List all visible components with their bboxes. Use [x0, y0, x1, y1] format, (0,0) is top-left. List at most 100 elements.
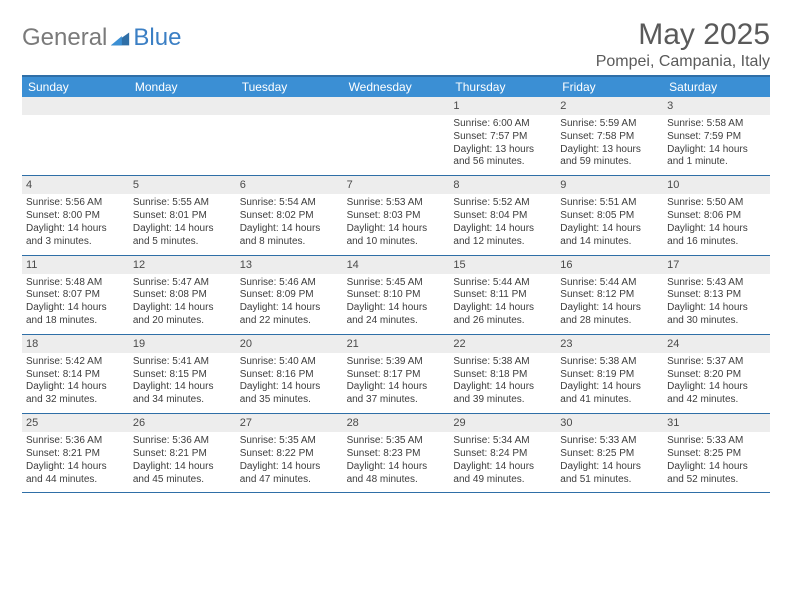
sunrise-line: Sunrise: 5:33 AM: [667, 435, 766, 448]
day-number: 13: [236, 256, 343, 274]
day-number: 22: [449, 335, 556, 353]
day-number: 15: [449, 256, 556, 274]
daylight-line: Daylight: 14 hours and 14 minutes.: [560, 223, 659, 249]
day-cell: 13Sunrise: 5:46 AMSunset: 8:09 PMDayligh…: [236, 256, 343, 334]
header: General Blue May 2025 Pompei, Campania, …: [22, 18, 770, 71]
day-cell: 1Sunrise: 6:00 AMSunset: 7:57 PMDaylight…: [449, 97, 556, 175]
day-number: 21: [343, 335, 450, 353]
sunrise-line: Sunrise: 5:48 AM: [26, 277, 125, 290]
weekday-header: SundayMondayTuesdayWednesdayThursdayFrid…: [22, 77, 770, 97]
day-cell: 26Sunrise: 5:36 AMSunset: 8:21 PMDayligh…: [129, 414, 236, 492]
day-number: 6: [236, 176, 343, 194]
sunrise-line: Sunrise: 5:46 AM: [240, 277, 339, 290]
weekday-saturday: Saturday: [663, 77, 770, 97]
sunset-line: Sunset: 8:15 PM: [133, 369, 232, 382]
weekday-wednesday: Wednesday: [343, 77, 450, 97]
sunset-line: Sunset: 8:21 PM: [133, 448, 232, 461]
sunset-line: Sunset: 7:57 PM: [453, 131, 552, 144]
sunrise-line: Sunrise: 5:41 AM: [133, 356, 232, 369]
sunrise-line: Sunrise: 5:42 AM: [26, 356, 125, 369]
sunrise-line: Sunrise: 5:51 AM: [560, 197, 659, 210]
day-number: 7: [343, 176, 450, 194]
title-block: May 2025 Pompei, Campania, Italy: [596, 18, 770, 71]
daylight-line: Daylight: 14 hours and 24 minutes.: [347, 302, 446, 328]
daylight-line: Daylight: 14 hours and 44 minutes.: [26, 461, 125, 487]
weekday-tuesday: Tuesday: [236, 77, 343, 97]
daylight-line: Daylight: 14 hours and 5 minutes.: [133, 223, 232, 249]
sunrise-line: Sunrise: 5:36 AM: [26, 435, 125, 448]
sunset-line: Sunset: 8:05 PM: [560, 210, 659, 223]
day-cell: 24Sunrise: 5:37 AMSunset: 8:20 PMDayligh…: [663, 335, 770, 413]
week-row: 18 Sunrise: 5:42 AMSunset: 8:14 PM Dayligh…: [22, 335, 770, 414]
day-cell: 3Sunrise: 5:58 AMSunset: 7:59 PMDaylight…: [663, 97, 770, 175]
daylight-line: Daylight: 14 hours and 37 minutes.: [347, 381, 446, 407]
sunrise-line: Sunrise: 5:35 AM: [240, 435, 339, 448]
day-number: 5: [129, 176, 236, 194]
sunrise-line: Sunrise: 5:59 AM: [560, 118, 659, 131]
day-cell: 22Sunrise: 5:38 AMSunset: 8:18 PMDayligh…: [449, 335, 556, 413]
sunset-line: Sunset: 8:09 PM: [240, 289, 339, 302]
day-cell: 8Sunrise: 5:52 AMSunset: 8:04 PMDaylight…: [449, 176, 556, 254]
sunset-line: Sunset: 8:03 PM: [347, 210, 446, 223]
week-row: 11Sunrise: 5:48 AMSunset: 8:07 PMDayligh…: [22, 256, 770, 335]
sunset-line: Sunset: 8:08 PM: [133, 289, 232, 302]
sunrise-line: Sunrise: 5:33 AM: [560, 435, 659, 448]
daylight-line: Daylight: 13 hours and 59 minutes.: [560, 144, 659, 170]
day-num-bar-empty: [129, 97, 236, 115]
week-row: 1Sunrise: 6:00 AMSunset: 7:57 PMDaylight…: [22, 97, 770, 176]
daylight-line: Daylight: 14 hours and 39 minutes.: [453, 381, 552, 407]
daylight-line: Daylight: 14 hours and 49 minutes.: [453, 461, 552, 487]
sunset-line: Sunset: 8:23 PM: [347, 448, 446, 461]
sunrise-line: Sunrise: 5:39 AM: [347, 356, 446, 369]
sunset-line: Sunset: 8:19 PM: [560, 369, 659, 382]
day-cell: 14Sunrise: 5:45 AMSunset: 8:10 PMDayligh…: [343, 256, 450, 334]
day-number: 31: [663, 414, 770, 432]
day-cell: 10Sunrise: 5:50 AMSunset: 8:06 PMDayligh…: [663, 176, 770, 254]
day-number: 14: [343, 256, 450, 274]
day-cell: 28Sunrise: 5:35 AMSunset: 8:23 PMDayligh…: [343, 414, 450, 492]
sunrise-line: Sunrise: 5:44 AM: [560, 277, 659, 290]
sunrise-line: Sunrise: 5:44 AM: [453, 277, 552, 290]
sunrise-line: Sunrise: 5:47 AM: [133, 277, 232, 290]
logo-text-2: Blue: [133, 24, 181, 52]
day-empty: [129, 97, 236, 175]
sunset-line: Sunset: 8:25 PM: [560, 448, 659, 461]
sunrise-line: Sunrise: 5:40 AM: [240, 356, 339, 369]
day-number: 4: [22, 176, 129, 194]
day-number: 11: [22, 256, 129, 274]
sunset-line: Sunset: 8:24 PM: [453, 448, 552, 461]
daylight-line: Daylight: 14 hours and 12 minutes.: [453, 223, 552, 249]
daylight-line: Daylight: 14 hours and 20 minutes.: [133, 302, 232, 328]
day-empty: [343, 97, 450, 175]
sunset-line: Sunset: 8:11 PM: [453, 289, 552, 302]
sunrise-line: Sunrise: 5:50 AM: [667, 197, 766, 210]
logo-text-1: General: [22, 24, 107, 52]
day-cell: 20Sunrise: 5:40 AMSunset: 8:16 PMDayligh…: [236, 335, 343, 413]
daylight-line: Daylight: 14 hours and 48 minutes.: [347, 461, 446, 487]
day-cell: 25Sunrise: 5:36 AMSunset: 8:21 PMDayligh…: [22, 414, 129, 492]
day-cell: 12Sunrise: 5:47 AMSunset: 8:08 PMDayligh…: [129, 256, 236, 334]
sunrise-line: Sunrise: 5:45 AM: [347, 277, 446, 290]
day-cell: 5 Sunrise: 5:55 AMSunset: 8:01 PMDaylight…: [129, 176, 236, 254]
sunrise-line: Sunrise: 5:55 AM: [133, 197, 232, 210]
day-number: 9: [556, 176, 663, 194]
daylight-line: Daylight: 14 hours and 30 minutes.: [667, 302, 766, 328]
day-cell: 4Sunrise: 5:56 AMSunset: 8:00 PMDaylight…: [22, 176, 129, 254]
day-cell: 19Sunrise: 5:41 AMSunset: 8:15 PMDayligh…: [129, 335, 236, 413]
daylight-line: Daylight: 14 hours and 34 minutes.: [133, 381, 232, 407]
day-cell: 29Sunrise: 5:34 AMSunset: 8:24 PMDayligh…: [449, 414, 556, 492]
day-number: 20: [236, 335, 343, 353]
sunrise-line: Sunrise: 5:53 AM: [347, 197, 446, 210]
daylight-line: Daylight: 14 hours and 35 minutes.: [240, 381, 339, 407]
day-number: 18: [22, 335, 129, 353]
sunset-line: Sunset: 8:01 PM: [133, 210, 232, 223]
daylight-line: Daylight: 14 hours and 26 minutes.: [453, 302, 552, 328]
day-cell: 9 Sunrise: 5:51 AMSunset: 8:05 PMDaylight…: [556, 176, 663, 254]
day-cell: 23Sunrise: 5:38 AMSunset: 8:19 PMDayligh…: [556, 335, 663, 413]
sunset-line: Sunset: 8:14 PM: [26, 369, 125, 382]
page-title: May 2025: [596, 18, 770, 51]
weekday-monday: Monday: [129, 77, 236, 97]
daylight-line: Daylight: 14 hours and 18 minutes.: [26, 302, 125, 328]
sunrise-line: Sunrise: 5:34 AM: [453, 435, 552, 448]
sunrise-line: Sunrise: 5:58 AM: [667, 118, 766, 131]
